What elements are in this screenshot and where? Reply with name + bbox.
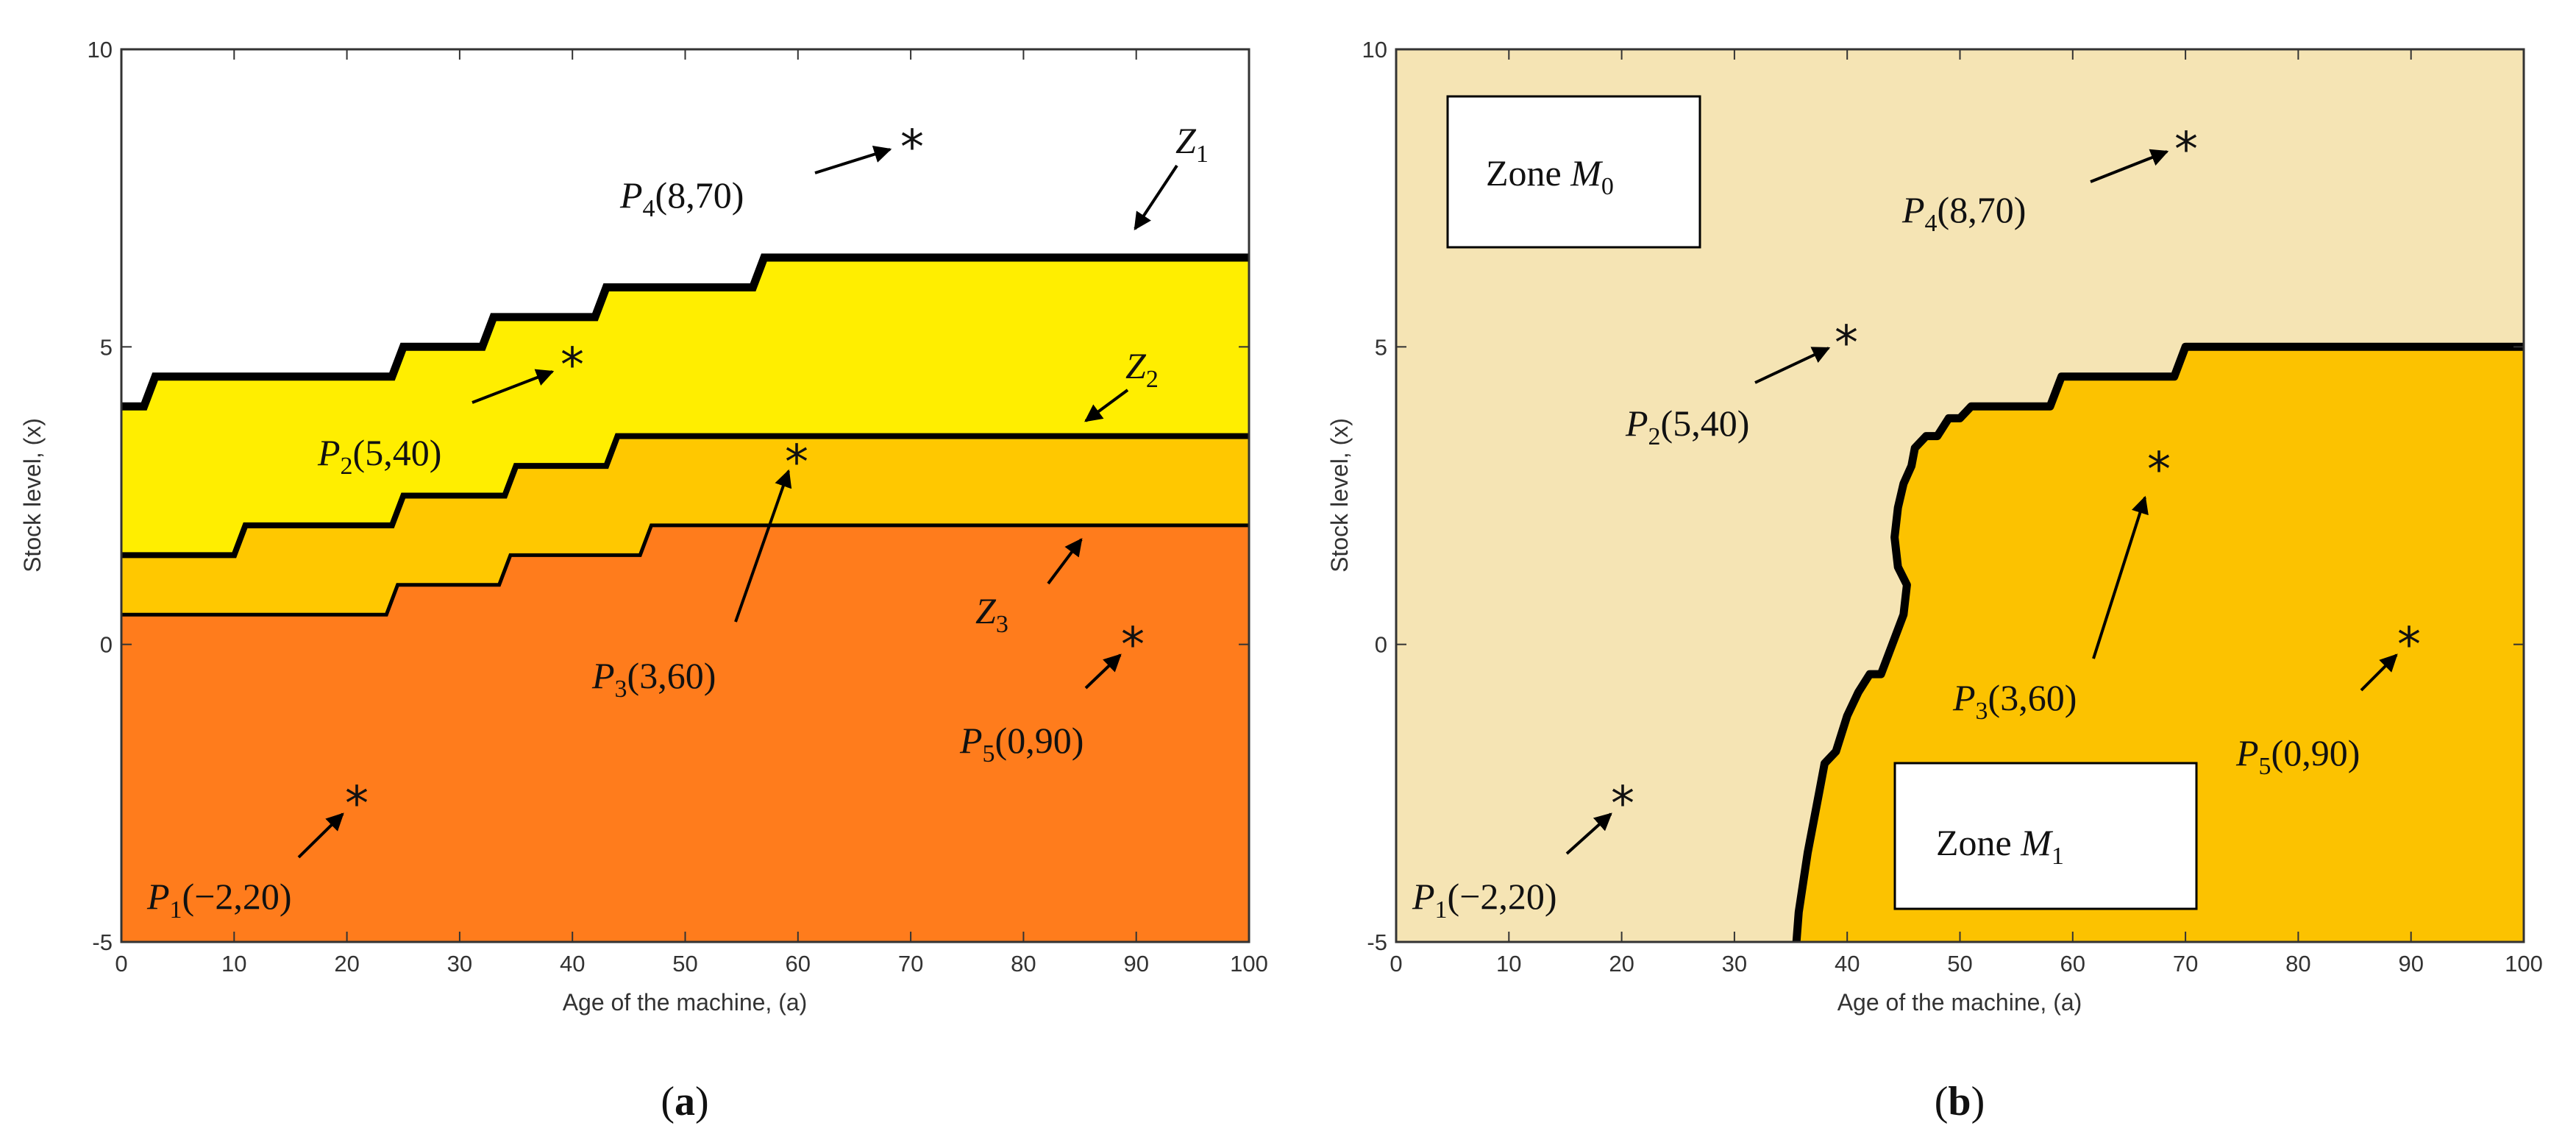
zone-m0-label: Zone M0 xyxy=(1446,95,1701,249)
point-b-p1: * P1(−2,20) xyxy=(1412,777,1634,924)
panel-a-xlabel: Age of the machine, (a) xyxy=(563,989,808,1016)
panel-b-xlabel: Age of the machine, (a) xyxy=(1837,989,2082,1016)
svg-text:P1(−2,20): P1(−2,20) xyxy=(146,876,292,924)
panel-b-ylabel: Stock level, (x) xyxy=(1326,418,1353,573)
caption-a: (a) xyxy=(661,1079,708,1124)
y-tick-label: 0 xyxy=(100,632,113,658)
svg-text:*: * xyxy=(1835,316,1858,371)
point-b-p2: * P2(5,40) xyxy=(1625,316,1858,450)
x-tick-label: 10 xyxy=(221,951,246,977)
x-tick-label: 50 xyxy=(1947,951,1972,977)
svg-text:*: * xyxy=(2174,123,2198,177)
x-tick-label: 40 xyxy=(1835,951,1860,977)
x-tick-label: 40 xyxy=(560,951,585,977)
svg-text:*: * xyxy=(1121,618,1145,673)
point-p2: * P2(5,40) xyxy=(317,339,584,480)
svg-text:*: * xyxy=(2147,443,2171,497)
x-tick-label: 20 xyxy=(1609,951,1634,977)
svg-text:*: * xyxy=(2397,618,2421,673)
point-p4: * P4(8,70) xyxy=(619,121,924,222)
svg-text:*: * xyxy=(561,339,584,393)
x-tick-label: 90 xyxy=(1123,951,1148,977)
point-p5: * P5(0,90) xyxy=(959,618,1145,768)
y-tick-label: 0 xyxy=(1375,632,1387,658)
svg-text:Z2: Z2 xyxy=(1125,345,1159,393)
svg-text:Z3: Z3 xyxy=(975,590,1008,638)
caption-b: (b) xyxy=(1935,1079,1985,1124)
svg-text:P2(5,40): P2(5,40) xyxy=(1625,403,1749,450)
x-tick-label: 80 xyxy=(2285,951,2310,977)
svg-text:Zone M1: Zone M1 xyxy=(1936,822,2064,870)
x-tick-label: 30 xyxy=(447,951,472,977)
svg-text:*: * xyxy=(900,121,924,175)
z3-label: Z3 xyxy=(975,538,1083,638)
point-p3: * P3(3,60) xyxy=(591,436,808,703)
svg-text:Zone M0: Zone M0 xyxy=(1486,152,1614,200)
point-b-p5: * P5(0,90) xyxy=(2235,618,2421,780)
x-tick-label: 50 xyxy=(672,951,697,977)
svg-text:P2(5,40): P2(5,40) xyxy=(317,432,441,480)
z1-label: Z1 xyxy=(1134,120,1209,231)
y-tick-label: 10 xyxy=(1362,37,1387,63)
svg-text:P4(8,70): P4(8,70) xyxy=(619,174,744,222)
y-tick-label: 5 xyxy=(1375,334,1387,360)
boundary-z3-line xyxy=(121,523,1249,617)
z2-label: Z2 xyxy=(1084,345,1159,422)
svg-text:P3(3,60): P3(3,60) xyxy=(1952,677,2077,725)
svg-text:P5(0,90): P5(0,90) xyxy=(959,720,1084,768)
svg-text:*: * xyxy=(1611,777,1634,832)
x-tick-label: 60 xyxy=(2060,951,2085,977)
svg-text:P3(3,60): P3(3,60) xyxy=(591,655,716,703)
point-p1: * P1(−2,20) xyxy=(146,777,369,924)
switching-boundary-line xyxy=(1792,342,2524,942)
y-tick-label: 5 xyxy=(100,334,113,360)
x-tick-label: 60 xyxy=(786,951,811,977)
x-tick-label: 30 xyxy=(1722,951,1747,977)
svg-text:P4(8,70): P4(8,70) xyxy=(1901,189,2026,237)
region-below-z3 xyxy=(121,525,1249,942)
svg-text:Z1: Z1 xyxy=(1175,120,1209,168)
y-tick-label: -5 xyxy=(1367,929,1387,955)
boundary-z2-line xyxy=(121,433,1249,559)
x-tick-label: 90 xyxy=(2398,951,2423,977)
x-tick-label: 0 xyxy=(115,951,127,977)
boundary-z1-line xyxy=(121,253,1249,411)
x-tick-label: 10 xyxy=(1496,951,1521,977)
svg-text:*: * xyxy=(785,436,808,490)
x-tick-label: 70 xyxy=(2173,951,2198,977)
svg-text:P1(−2,20): P1(−2,20) xyxy=(1412,876,1557,924)
x-tick-label: 20 xyxy=(334,951,359,977)
y-tick-label: 10 xyxy=(88,37,113,63)
x-tick-label: 80 xyxy=(1011,951,1036,977)
panel-a-ylabel: Stock level, (x) xyxy=(19,418,46,573)
x-tick-label: 100 xyxy=(2505,951,2543,977)
zone-m1-label: Zone M1 xyxy=(1893,762,2198,910)
x-tick-label: 100 xyxy=(1230,951,1268,977)
svg-text:*: * xyxy=(345,777,369,832)
x-tick-label: 70 xyxy=(898,951,923,977)
y-tick-label: -5 xyxy=(92,929,113,955)
point-b-p3: * P3(3,60) xyxy=(1952,443,2171,725)
svg-text:P5(0,90): P5(0,90) xyxy=(2235,732,2360,780)
point-b-p4: * P4(8,70) xyxy=(1901,123,2198,237)
x-tick-label: 0 xyxy=(1390,951,1402,977)
